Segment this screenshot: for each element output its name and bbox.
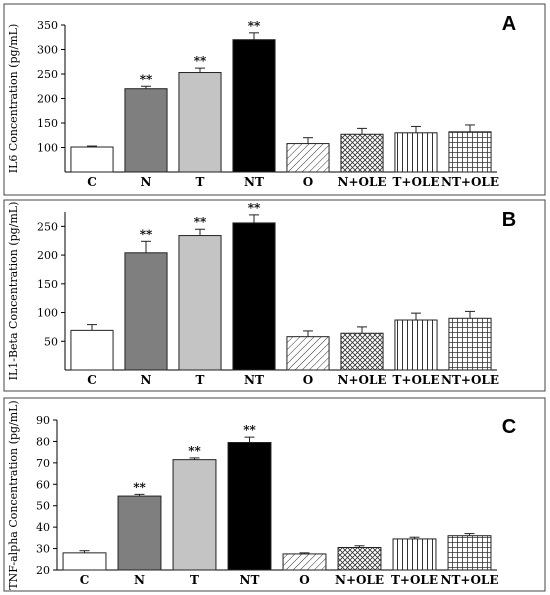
- x-tick-label: T+OLE: [392, 175, 439, 189]
- y-tick-label: 30: [36, 543, 50, 556]
- x-tick-label: O: [303, 373, 313, 387]
- y-tick-label: 70: [36, 457, 50, 470]
- x-tick-label: C: [80, 573, 90, 587]
- x-tick-label: NT: [240, 573, 260, 587]
- significance-marker: **: [194, 54, 207, 68]
- y-tick-label: 40: [36, 521, 50, 534]
- x-tick-label: NT+OLE: [441, 373, 499, 387]
- bar-n: [124, 88, 168, 173]
- y-tick-label: 150: [37, 278, 58, 291]
- significance-marker: **: [188, 444, 201, 458]
- bar-c: [62, 552, 107, 571]
- x-tick-label: O: [299, 573, 309, 587]
- y-tick-label: 50: [44, 335, 58, 348]
- x-tick-label: N: [141, 175, 152, 189]
- bar-nt: [232, 222, 276, 371]
- x-tick-label: NT: [244, 175, 264, 189]
- y-tick-label: 100: [37, 307, 58, 320]
- y-tick-label: 150: [37, 117, 58, 130]
- x-tick-label: NT+OLE: [441, 573, 499, 587]
- x-tick-label: C: [87, 175, 97, 189]
- y-tick-label: 200: [37, 249, 58, 262]
- bar-nt-plus-ole: [448, 317, 492, 371]
- significance-marker: **: [248, 19, 261, 33]
- x-tick-label: NT: [244, 373, 264, 387]
- x-tick-label: C: [87, 373, 97, 387]
- panel-letter: B: [502, 209, 516, 231]
- bar-nt: [232, 39, 276, 173]
- y-tick-label: 350: [37, 19, 58, 32]
- bar-n-plus-ole: [340, 133, 384, 173]
- bar-n: [124, 252, 168, 371]
- y-tick-label: 60: [36, 478, 50, 491]
- y-tick-label: 80: [36, 435, 50, 448]
- panel-b-il1beta: 50 100 150 200 250 IL1-Beta Concentration (pg…: [3, 199, 546, 392]
- panel-frame: [3, 3, 546, 196]
- x-tick-label: T+OLE: [392, 373, 439, 387]
- bar-t-plus-ole: [392, 538, 437, 571]
- x-tick-label: N: [134, 573, 145, 587]
- bar-o: [286, 336, 330, 371]
- significance-marker: **: [243, 423, 256, 437]
- x-tick-label: N+OLE: [335, 573, 384, 587]
- x-tick-label: T: [196, 373, 205, 387]
- significance-marker: **: [140, 72, 153, 86]
- significance-marker: **: [133, 480, 146, 494]
- x-tick-label: N+OLE: [337, 373, 386, 387]
- x-tick-label: N+OLE: [337, 175, 386, 189]
- bar-n: [117, 495, 162, 571]
- panel-a-il6: 100 150 200 250 300 350 IL6 Concentration (pg/…: [3, 3, 546, 196]
- y-tick-label: 100: [37, 142, 58, 155]
- y-axis-label: IL1-Beta Concentration (pg/mL): [7, 202, 20, 381]
- panel-frame: [3, 199, 546, 392]
- y-axis-label: IL6 Concentration (pg/mL): [7, 24, 20, 174]
- significance-marker: **: [194, 215, 207, 229]
- bar-nt: [227, 442, 272, 571]
- bar-c: [70, 329, 114, 371]
- y-tick-label: 20: [36, 564, 50, 577]
- y-tick-label: 250: [37, 220, 58, 233]
- panel-letter: C: [502, 416, 516, 438]
- y-tick-label: 50: [36, 500, 50, 513]
- bar-t: [172, 459, 217, 571]
- y-axis-label: TNF-alpha Concentration (pg/mL): [7, 400, 20, 589]
- bar-nt-plus-ole: [448, 131, 492, 173]
- bar-n-plus-ole: [337, 547, 382, 571]
- x-tick-label: T: [196, 175, 205, 189]
- panel-frame: [3, 397, 546, 592]
- y-tick-label: 300: [37, 44, 58, 57]
- bar-t-plus-ole: [394, 319, 438, 371]
- x-tick-label: T: [190, 573, 199, 587]
- y-tick-label: 90: [36, 414, 50, 427]
- bar-t: [178, 72, 222, 173]
- x-tick-label: O: [303, 175, 313, 189]
- y-tick-label: 200: [37, 93, 58, 106]
- x-tick-label: NT+OLE: [441, 175, 499, 189]
- bar-t-plus-ole: [394, 132, 438, 173]
- significance-marker: **: [248, 201, 261, 215]
- x-tick-label: N: [141, 373, 152, 387]
- bar-t: [178, 235, 222, 371]
- bar-o: [286, 143, 330, 173]
- bar-n-plus-ole: [340, 332, 384, 371]
- y-tick-label: 250: [37, 68, 58, 81]
- panel-letter: A: [502, 13, 516, 35]
- bar-c: [70, 146, 114, 173]
- panel-c-tnfalpha: 20 30 40 50 60 70 80 90 TNF-alpha Concentration …: [3, 397, 546, 592]
- bar-o: [282, 553, 327, 571]
- x-tick-label: T+OLE: [391, 573, 438, 587]
- bar-nt-plus-ole: [447, 535, 492, 571]
- significance-marker: **: [140, 227, 153, 241]
